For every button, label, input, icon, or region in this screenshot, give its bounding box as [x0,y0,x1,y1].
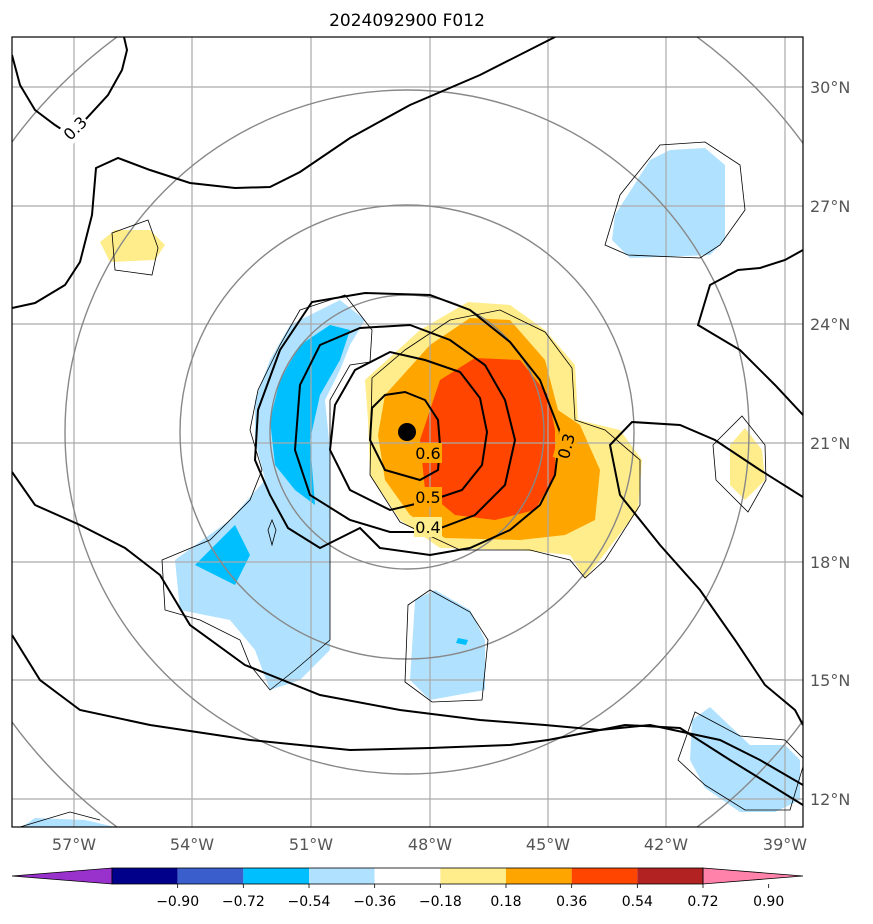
lat-tick-label: 21°N [810,434,850,453]
colorbar-tick-label: −0.54 [288,894,331,910]
colorbar-segment [506,868,572,884]
colorbar-segment [243,868,309,884]
colorbar-segment [309,868,375,884]
lat-tick-label: 12°N [810,790,850,809]
colorbar-tick-label: 0.72 [687,894,718,910]
map-frame [11,36,804,828]
lat-tick-label: 18°N [810,553,850,572]
colorbar-extend-low [11,867,113,885]
colorbar-tick-label: 0.36 [556,894,587,910]
colorbar-segment [440,868,506,884]
shading-positive [100,230,765,578]
contour-label: 0.5 [415,488,440,507]
lon-tick-label: 57°W [52,835,96,854]
colorbar-segment [112,868,178,884]
lat-tick-label: 30°N [810,78,850,97]
colorbar-segment [374,868,441,884]
colorbar-tick-label: 0.54 [622,894,653,910]
colorbar-outline [111,867,704,885]
lon-tick-label: 51°W [289,835,333,854]
lon-tick-label: 39°W [763,835,807,854]
colorbar-tick-label: −0.90 [156,894,199,910]
lat-tick-labels: 12°N 15°N 18°N 21°N 24°N 27°N 30°N [810,78,850,809]
lat-tick-label: 24°N [810,315,850,334]
lat-tick-label: 15°N [810,671,850,690]
colorbar-tick-label: 0.90 [753,894,784,910]
colorbar-segment [637,868,703,884]
contour-label: 0.6 [415,444,440,463]
colorbar-tick-label: 0.18 [490,894,521,910]
lat-tick-label: 27°N [810,197,850,216]
colorbar-extend-high [702,867,804,885]
colorbar-segment [571,868,638,884]
colorbar: −0.90 −0.72 −0.54 −0.36 −0.18 0.18 0.36 0.54 0.7… [11,867,804,910]
colorbar-tick-label: −0.36 [353,894,396,910]
lon-tick-label: 42°W [644,835,688,854]
storm-center-marker [398,423,416,441]
chart-title: 2024092900 F012 [329,11,485,31]
lon-tick-label: 48°W [408,835,452,854]
colorbar-segment [177,868,244,884]
thin-contours [19,141,803,827]
colorbar-tick-label: −0.72 [222,894,265,910]
gridlines [12,37,803,827]
colorbar-tick-label: −0.18 [419,894,462,910]
contour-label: 0.4 [415,518,440,537]
thick-contours [12,37,803,806]
lon-tick-labels: 57°W 54°W 51°W 48°W 45°W 42°W 39°W [52,835,807,854]
lon-tick-label: 54°W [170,835,214,854]
lon-tick-label: 45°W [526,835,570,854]
